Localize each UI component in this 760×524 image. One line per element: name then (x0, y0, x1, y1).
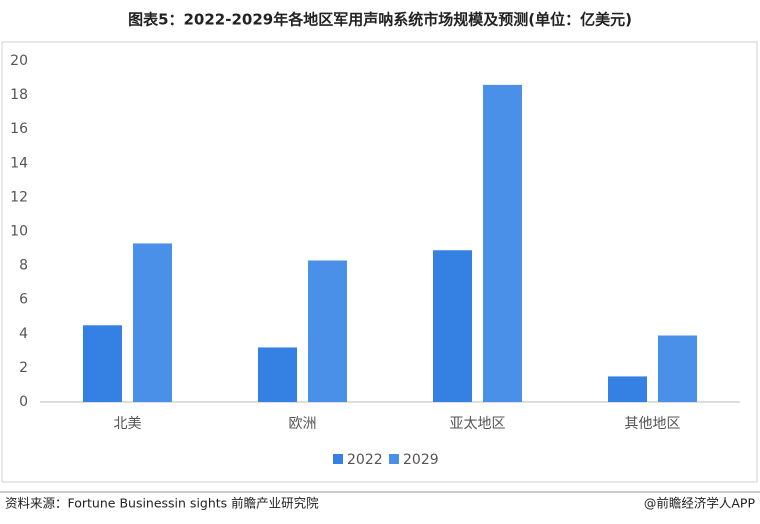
y-tick-label: 16 (10, 121, 28, 137)
x-tick-label: 欧洲 (289, 416, 317, 432)
legend-swatch (333, 454, 343, 464)
y-tick-label: 20 (10, 53, 28, 69)
x-tick-label: 亚太地区 (450, 416, 506, 432)
y-tick-label: 0 (19, 394, 28, 410)
source: 资料来源：Fortune Businessin sights 前瞻产业研究院 (5, 496, 319, 511)
y-tick-label: 8 (19, 258, 28, 274)
y-tick-label: 2 (19, 360, 28, 376)
chart-title: 图表5：2022-2029年各地区军用声呐系统市场规模及预测(单位：亿美元) (128, 11, 632, 29)
y-tick-label: 4 (19, 326, 28, 342)
x-tick-label: 北美 (114, 416, 142, 432)
bar (433, 250, 472, 402)
bar (258, 347, 297, 402)
y-tick-label: 6 (19, 292, 28, 308)
bar (483, 84, 522, 403)
y-tick-label: 14 (10, 155, 28, 171)
legend-label: 2029 (403, 452, 439, 468)
y-tick-label: 12 (10, 189, 28, 205)
bar (308, 260, 347, 402)
credit: @前瞻经济学人APP (644, 496, 756, 511)
y-tick-label: 10 (10, 224, 28, 240)
bar (608, 376, 647, 402)
bar (83, 325, 122, 402)
chart-frame (1, 41, 758, 483)
legend-swatch (389, 454, 399, 464)
y-tick-label: 18 (10, 87, 28, 103)
bar (133, 243, 172, 402)
bar (658, 335, 697, 402)
x-tick-label: 其他地区 (625, 416, 681, 432)
legend-label: 2022 (347, 452, 383, 468)
